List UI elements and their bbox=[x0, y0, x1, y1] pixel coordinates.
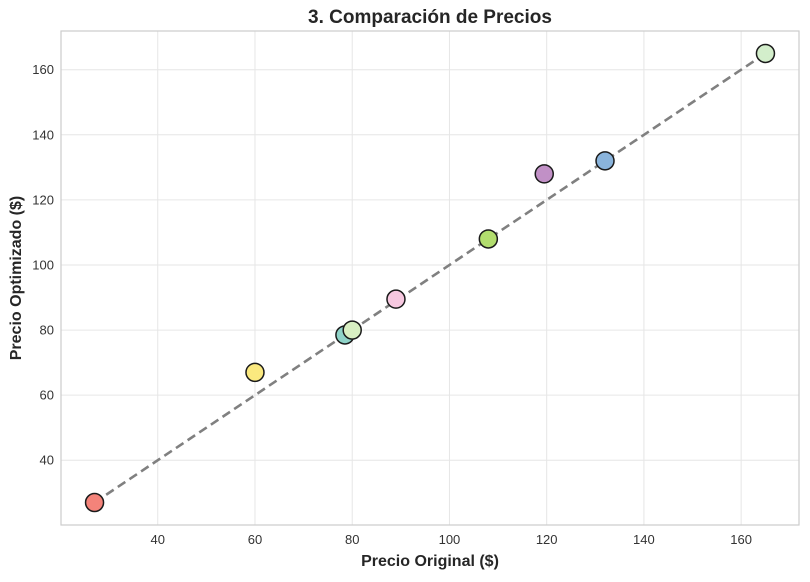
y-tick-label: 40 bbox=[40, 453, 54, 468]
x-tick-label: 40 bbox=[151, 532, 165, 547]
x-tick-label: 140 bbox=[633, 532, 655, 547]
reference-line bbox=[93, 52, 767, 504]
data-point bbox=[595, 151, 615, 171]
x-tick-labels: 40 60 80 100 120 140 160 bbox=[151, 532, 752, 547]
data-point bbox=[478, 229, 499, 249]
data-point bbox=[386, 289, 406, 309]
y-axis-label: Precio Optimizado ($) bbox=[8, 196, 25, 360]
plot-area bbox=[60, 30, 800, 526]
y-tick-label: 100 bbox=[32, 257, 54, 272]
grid-lines bbox=[61, 31, 799, 525]
y-tick-label: 60 bbox=[40, 388, 54, 403]
x-tick-label: 160 bbox=[730, 532, 752, 547]
y-tick-label: 140 bbox=[32, 127, 54, 142]
chart-title: 3. Comparación de Precios bbox=[308, 7, 552, 28]
data-point bbox=[342, 320, 362, 340]
y-tick-label: 160 bbox=[32, 62, 54, 77]
x-tick-label: 100 bbox=[439, 532, 461, 547]
y-tick-label: 120 bbox=[32, 192, 54, 207]
x-axis-label: Precio Original ($) bbox=[361, 553, 499, 570]
data-point bbox=[755, 43, 776, 64]
x-tick-label: 120 bbox=[536, 532, 558, 547]
x-tick-label: 60 bbox=[248, 532, 262, 547]
data-point bbox=[84, 492, 105, 513]
data-point bbox=[534, 164, 554, 184]
data-points bbox=[84, 43, 776, 513]
y-tick-label: 80 bbox=[40, 323, 54, 338]
y-tick-labels: 40 60 80 100 120 140 160 bbox=[32, 62, 54, 468]
data-point bbox=[245, 362, 265, 383]
x-tick-label: 80 bbox=[345, 532, 359, 547]
